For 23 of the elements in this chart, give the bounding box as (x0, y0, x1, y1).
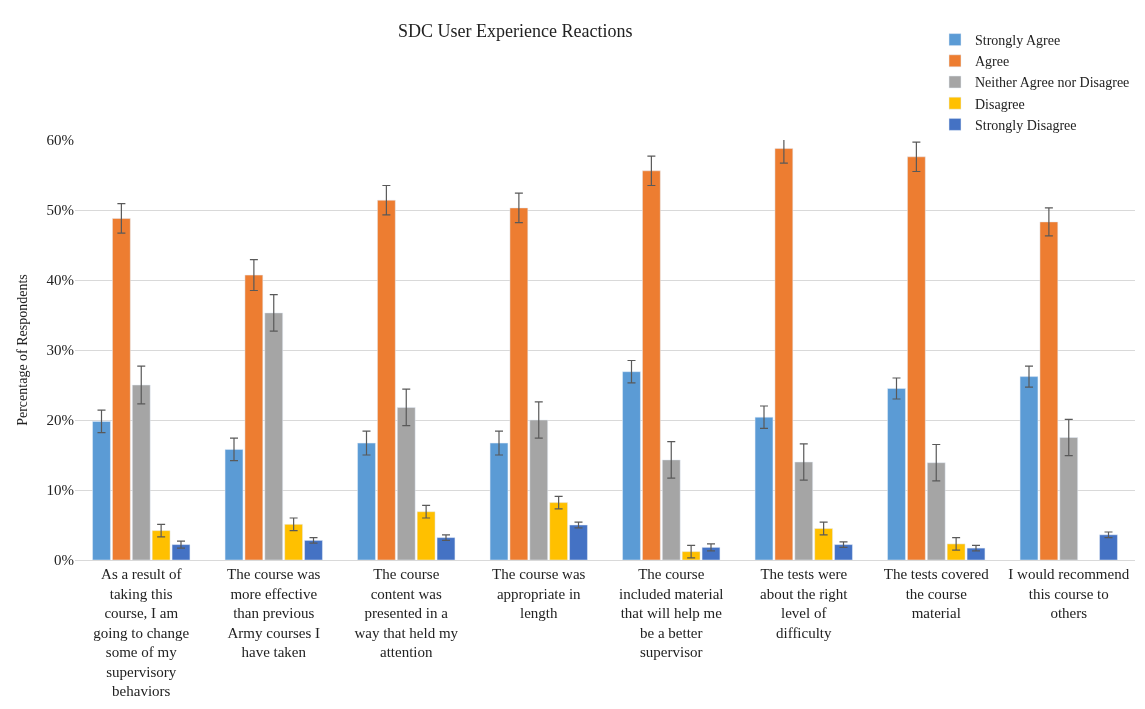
x-tick-label: The course content was presented in a way that held my attention (354, 566, 459, 660)
bar (1099, 534, 1118, 560)
y-tick-label: 50% (46, 202, 74, 219)
y-axis-title: Percentage of Respondents (15, 274, 31, 426)
legend-label: Strongly Agree (975, 33, 1061, 49)
x-tick-label: As a result of taking this course, I am going to change some of my supervisory behaviors (93, 566, 190, 699)
y-tick-label: 10% (46, 482, 74, 499)
legend-label: Disagree (975, 96, 1025, 112)
x-tick-label: The tests covered the course material (883, 566, 990, 621)
legend-label: Neither Agree nor Disagree (975, 75, 1130, 91)
y-tick-label: 0% (54, 552, 74, 569)
y-tick-label: 20% (46, 412, 74, 429)
chart-title: SDC User Experience Reactions (398, 21, 633, 42)
y-tick-label: 40% (46, 272, 74, 289)
x-tick-label: The tests were about the right level of difficulty (760, 566, 849, 641)
y-tick-label: 60% (46, 132, 74, 149)
y-tick-label: 30% (46, 342, 74, 359)
x-tick-label: I would recommend this course to others (1008, 566, 1130, 621)
x-tick-label: The course was appropriate in length (492, 566, 586, 621)
legend-label: Agree (975, 54, 1010, 70)
x-tick-label: The course was more effective than previous Army courses I have taken (227, 566, 321, 660)
x-tick-label: The course included material that will help me be a better supervisor (618, 566, 724, 660)
legend-label: Strongly Disagree (975, 117, 1077, 133)
